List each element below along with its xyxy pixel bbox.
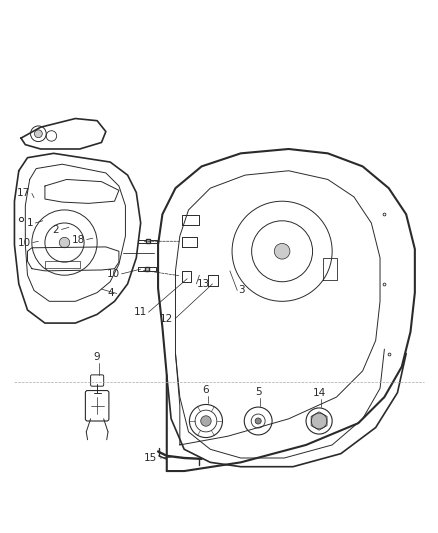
Text: 13: 13 [197,279,211,289]
Text: 18: 18 [72,235,85,245]
Text: 1: 1 [27,218,34,228]
Circle shape [255,418,261,424]
Text: 6: 6 [203,385,209,395]
Circle shape [274,244,290,259]
Text: 15: 15 [144,453,157,463]
Text: 4: 4 [108,288,115,298]
Text: 11: 11 [134,307,147,317]
Text: 5: 5 [255,387,261,397]
Text: 10: 10 [106,269,120,279]
Circle shape [35,130,42,138]
Circle shape [59,237,70,248]
Text: 9: 9 [94,352,100,362]
Circle shape [311,413,327,429]
Text: 2: 2 [53,224,59,235]
Text: 3: 3 [239,286,245,295]
Circle shape [201,416,211,426]
Text: 12: 12 [160,314,173,324]
Text: 14: 14 [312,388,326,398]
Text: 10: 10 [18,238,31,247]
Text: 17: 17 [17,188,30,198]
